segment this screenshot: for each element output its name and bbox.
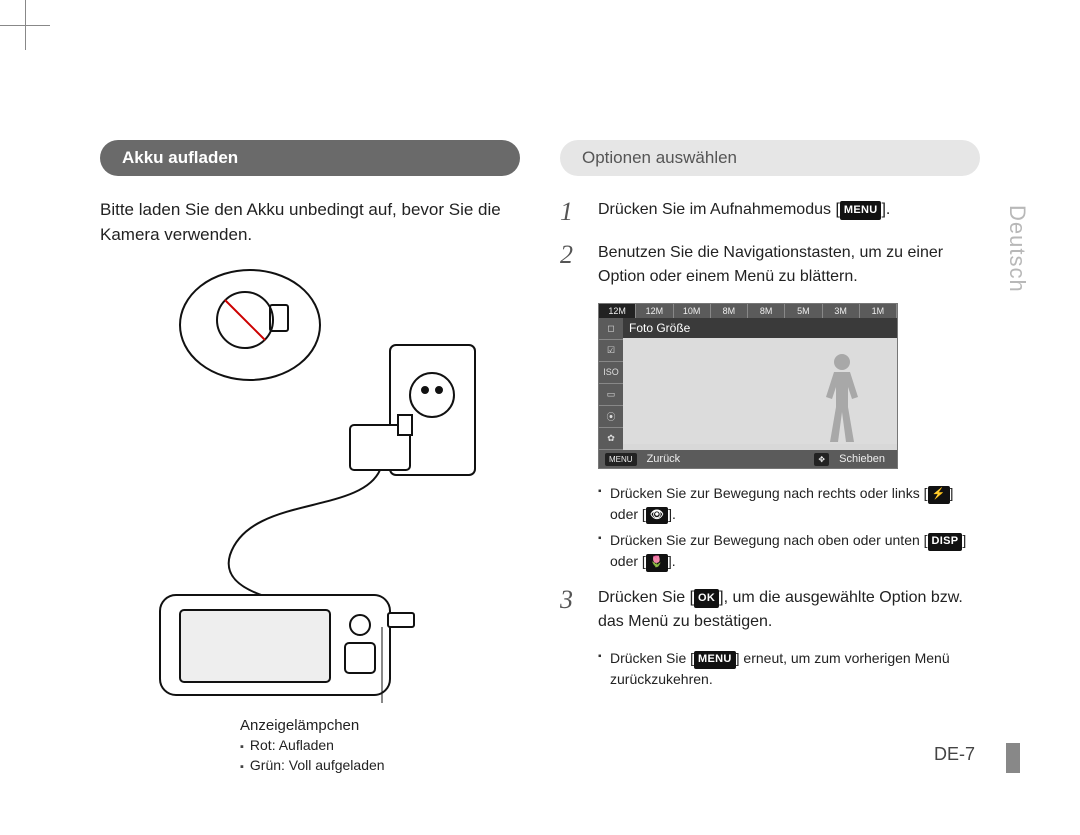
step-2: 2 Benutzen Sie die Navigationstasten, um… xyxy=(560,241,980,289)
language-tab: Deutsch xyxy=(1004,205,1030,293)
side-icon: ✿ xyxy=(599,428,623,450)
screen-top-icons: 12M 12M 10M 8M 8M 5M 3M 1M xyxy=(599,304,897,318)
menu-button-icon: MENU xyxy=(694,651,736,669)
flash-icon: ⚡ xyxy=(928,486,950,504)
movement-hints: Drücken Sie zur Bewegung nach rechts ode… xyxy=(598,483,980,573)
size-icon: 1M xyxy=(860,304,897,318)
screen-bottom-bar: MENUZurück ✥Schieben xyxy=(599,450,897,468)
hint-menu-back: Drücken Sie [MENU] erneut, um zum vorher… xyxy=(598,648,980,689)
size-icon: 8M xyxy=(748,304,785,318)
disp-icon: DISP xyxy=(928,533,963,551)
heading-akku-aufladen: Akku aufladen xyxy=(100,140,520,176)
heading-optionen: Optionen auswählen xyxy=(560,140,980,176)
crop-mark-horizontal xyxy=(0,25,50,26)
size-icon: 12M xyxy=(636,304,673,318)
size-icon: 5M xyxy=(785,304,822,318)
after-hint: Drücken Sie [MENU] erneut, um zum vorher… xyxy=(598,648,980,689)
caption-title: Anzeigelämpchen xyxy=(240,715,520,736)
caption-line-green: Grün: Voll aufgeladen xyxy=(240,756,520,776)
caption-line-red: Rot: Aufladen xyxy=(240,736,520,756)
side-icon: ◻ xyxy=(599,318,623,340)
hint-left-right: Drücken Sie zur Bewegung nach rechts ode… xyxy=(598,483,980,525)
right-column: Optionen auswählen 1 Drücken Sie im Aufn… xyxy=(560,140,980,775)
camera-screen: 12M 12M 10M 8M 8M 5M 3M 1M ◻ ☑ ISO ▭ ⦿ ✿ xyxy=(598,303,898,469)
side-icon: ISO xyxy=(599,362,623,384)
step-number: 3 xyxy=(560,586,582,634)
step-number: 1 xyxy=(560,198,582,227)
menu-button-icon: MENU xyxy=(840,201,882,220)
step-2-text: Benutzen Sie die Navigationstasten, um z… xyxy=(598,241,980,289)
step-1: 1 Drücken Sie im Aufnahmemodus [MENU]. xyxy=(560,198,980,227)
left-column: Akku aufladen Bitte laden Sie den Akku u… xyxy=(100,140,520,775)
ok-button-icon: OK xyxy=(694,589,719,608)
hint-up-down: Drücken Sie zur Bewegung nach oben oder … xyxy=(598,530,980,572)
indicator-caption: Anzeigelämpchen Rot: Aufladen Grün: Voll… xyxy=(240,715,520,775)
step-1-text: Drücken Sie im Aufnahmemodus [MENU]. xyxy=(598,198,890,227)
step-number: 2 xyxy=(560,241,582,289)
size-icon: 10M xyxy=(674,304,711,318)
timer-icon: 👁 xyxy=(646,507,668,525)
page-content: Akku aufladen Bitte laden Sie den Akku u… xyxy=(100,140,980,775)
side-icon: ☑ xyxy=(599,340,623,362)
nav-key-icon: ✥ xyxy=(814,453,829,466)
charging-illustration xyxy=(130,265,510,705)
screen-label: Foto Größe xyxy=(623,318,897,338)
steps-list: 1 Drücken Sie im Aufnahmemodus [MENU]. 2… xyxy=(560,198,980,289)
macro-icon: 🌷 xyxy=(646,554,668,572)
step-3-text: Drücken Sie [OK], um die ausgewählte Opt… xyxy=(598,586,980,634)
side-icon: ⦿ xyxy=(599,406,623,428)
menu-key-icon: MENU xyxy=(605,453,637,466)
page-number: DE-7 xyxy=(934,744,975,765)
thumb-index-mark xyxy=(1006,743,1020,773)
side-icon: ▭ xyxy=(599,384,623,406)
screen-side-icons: ◻ ☑ ISO ▭ ⦿ ✿ xyxy=(599,318,623,450)
size-icon: 12M xyxy=(599,304,636,318)
step-3: 3 Drücken Sie [OK], um die ausgewählte O… xyxy=(560,586,980,634)
size-icon: 8M xyxy=(711,304,748,318)
illustration-svg xyxy=(130,265,510,705)
screen-preview xyxy=(623,338,897,444)
steps-list-cont: 3 Drücken Sie [OK], um die ausgewählte O… xyxy=(560,586,980,634)
intro-text: Bitte laden Sie den Akku unbedingt auf, … xyxy=(100,198,520,247)
size-icon: 3M xyxy=(823,304,860,318)
person-silhouette-icon xyxy=(817,349,867,444)
